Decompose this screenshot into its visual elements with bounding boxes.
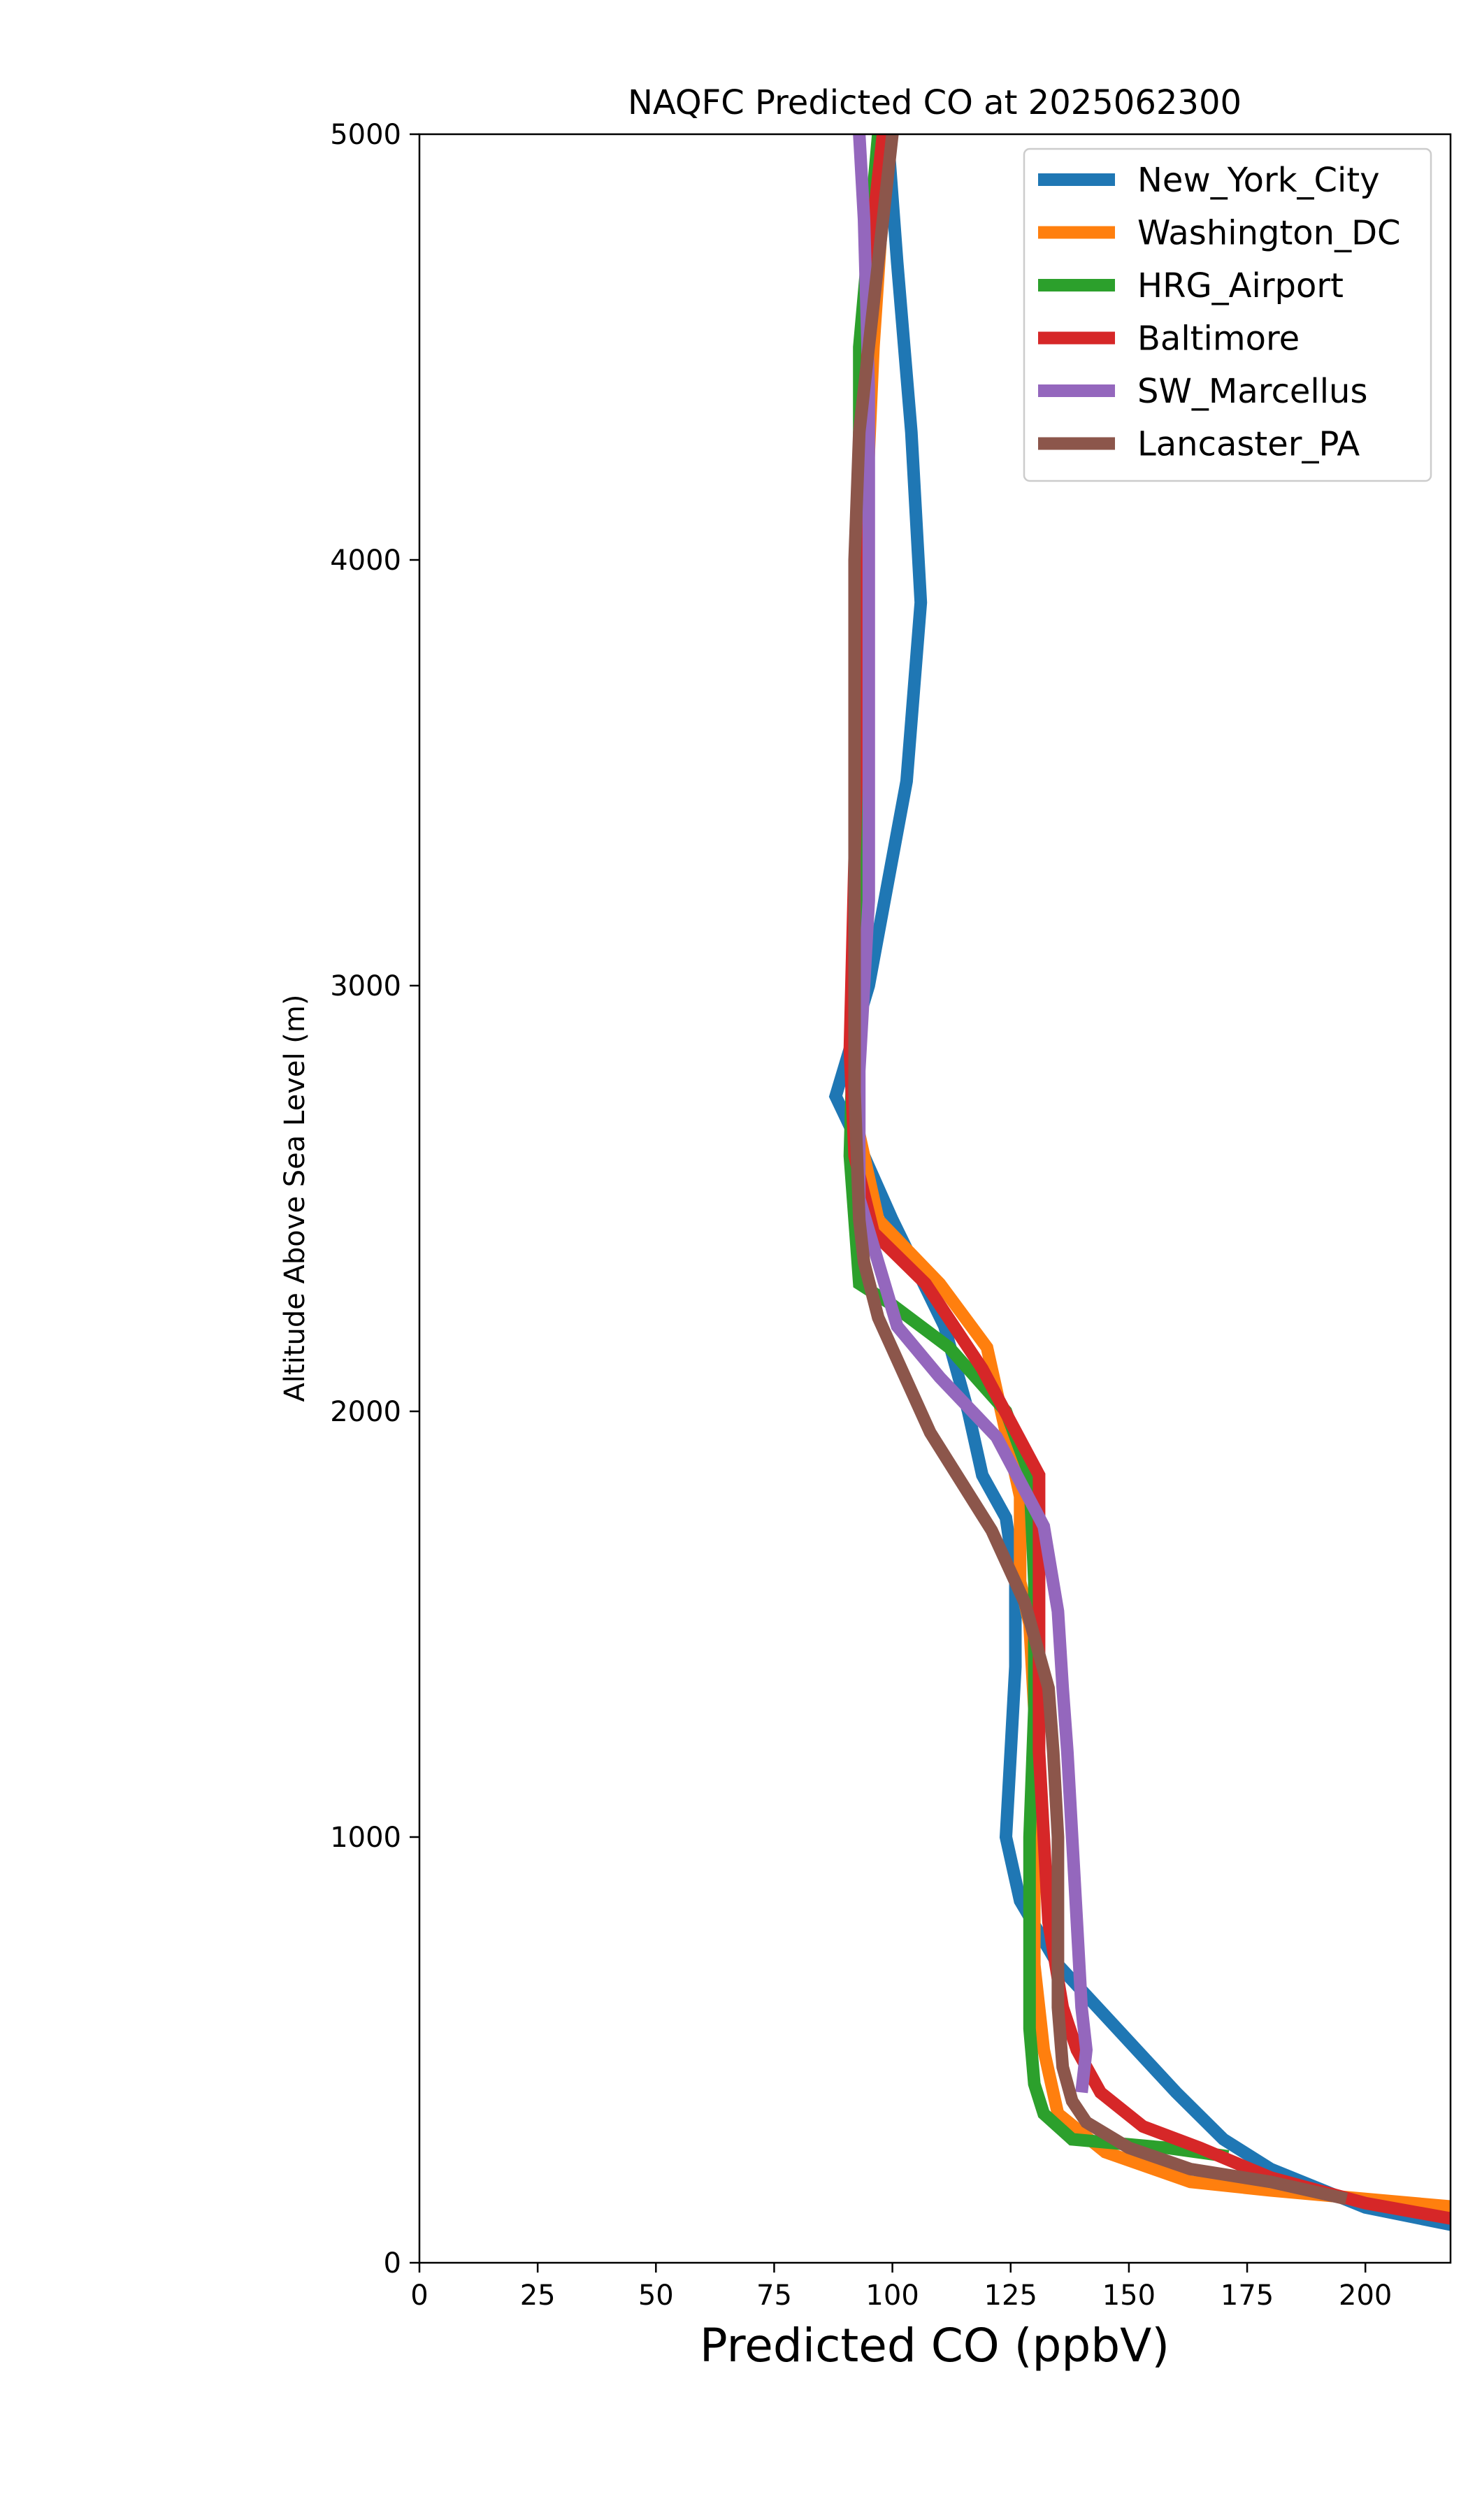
- x-tick-label: 0: [410, 2280, 428, 2312]
- chart-title: NAQFC Predicted CO at 2025062300: [628, 83, 1242, 122]
- plot-area: [828, 134, 1451, 2231]
- legend-label: SW_Marcellus: [1137, 372, 1367, 411]
- x-tick-label: 175: [1221, 2280, 1274, 2312]
- legend-label: New_York_City: [1137, 161, 1380, 200]
- x-tick-label: 50: [638, 2280, 674, 2312]
- legend-label: HRG_Airport: [1137, 266, 1344, 305]
- legend-box: [1023, 147, 1432, 482]
- x-tick-label: 200: [1339, 2280, 1392, 2312]
- y-tick-label: 2000: [330, 1396, 401, 1428]
- y-tick-label: 4000: [330, 545, 401, 577]
- series-line-lancaster-pa: [848, 134, 1348, 2205]
- x-tick-label: 100: [865, 2280, 919, 2312]
- x-axis-label: Predicted CO (ppbV): [700, 2319, 1170, 2373]
- x-axis: 0 25 50 75 100 125 150 175 200: [410, 2263, 1392, 2312]
- y-tick-label: 1000: [330, 1822, 401, 1854]
- x-tick-label: 25: [520, 2280, 556, 2312]
- x-tick-label: 75: [756, 2280, 792, 2312]
- y-tick-label: 3000: [330, 970, 401, 1002]
- legend-label: Washington_DC: [1137, 214, 1401, 253]
- legend-label: Lancaster_PA: [1137, 425, 1360, 464]
- series-line-sw-marcellus: [853, 134, 1093, 2094]
- y-axis: 0 1000 2000 3000 4000 5000: [330, 119, 419, 2280]
- y-tick-label: 5000: [330, 119, 401, 151]
- x-tick-label: 125: [984, 2280, 1037, 2312]
- axes-frame: [418, 133, 1452, 2264]
- x-tick-label: 150: [1102, 2280, 1156, 2312]
- legend-label: Baltimore: [1137, 319, 1300, 359]
- y-axis-label: Altitude Above Sea Level (m): [279, 995, 311, 1402]
- legend: New_York_City Washington_DC HRG_Airport Bal…: [1023, 147, 1432, 482]
- series-line-new-york-city: [828, 134, 1451, 2231]
- y-tick-label: 0: [384, 2247, 401, 2280]
